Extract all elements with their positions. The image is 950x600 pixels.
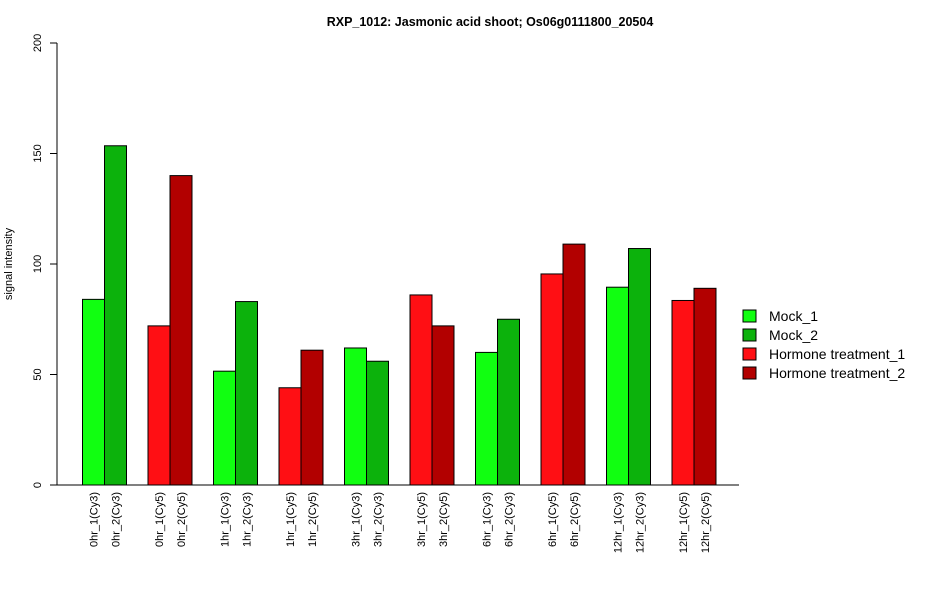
x-tick-label: 1hr_1(Cy3) bbox=[220, 492, 232, 547]
y-tick-label: 100 bbox=[32, 255, 44, 273]
x-tick-label: 12hr_2(Cy3) bbox=[635, 492, 647, 553]
y-tick-label: 150 bbox=[32, 144, 44, 162]
legend-label: Hormone treatment_1 bbox=[769, 346, 905, 362]
bar bbox=[235, 301, 258, 486]
x-axis-tick-labels: 0hr_1(Cy3) 0hr_2(Cy3) 0hr_1(Cy5) 0hr_2(Cy5)… bbox=[89, 492, 713, 553]
x-tick-label: 12hr_1(Cy3) bbox=[613, 492, 625, 553]
legend-swatch bbox=[742, 366, 757, 380]
legend-label: Mock_2 bbox=[769, 327, 818, 343]
bar bbox=[409, 294, 433, 486]
x-tick-label: 0hr_1(Cy5) bbox=[154, 492, 166, 547]
x-tick-label: 6hr_1(Cy5) bbox=[547, 492, 559, 547]
bar bbox=[169, 175, 193, 486]
x-tick-label: 6hr_2(Cy5) bbox=[569, 492, 581, 547]
bar bbox=[497, 318, 520, 486]
bar bbox=[562, 243, 586, 486]
x-tick-label: 3hr_1(Cy5) bbox=[416, 492, 428, 547]
legend-swatch bbox=[742, 347, 757, 361]
y-axis-label: signal intensity bbox=[3, 227, 15, 300]
x-tick-label: 3hr_2(Cy3) bbox=[373, 492, 385, 547]
bar bbox=[431, 325, 455, 486]
x-tick-label: 3hr_2(Cy5) bbox=[438, 492, 450, 547]
y-axis-ticks: 0 50 100 150 200 bbox=[32, 34, 57, 488]
x-tick-label: 1hr_1(Cy5) bbox=[285, 492, 297, 547]
bar bbox=[366, 360, 389, 486]
x-tick-label: 3hr_1(Cy3) bbox=[351, 492, 363, 547]
bar bbox=[540, 273, 564, 486]
x-tick-label: 6hr_1(Cy3) bbox=[482, 492, 494, 547]
bar bbox=[213, 370, 236, 486]
bar bbox=[82, 298, 105, 486]
bar bbox=[344, 347, 367, 486]
x-tick-label: 1hr_2(Cy5) bbox=[307, 492, 319, 547]
x-tick-label: 1hr_2(Cy3) bbox=[242, 492, 254, 547]
bar bbox=[606, 286, 629, 486]
bar bbox=[104, 145, 127, 486]
bar bbox=[671, 299, 695, 486]
y-tick-label: 200 bbox=[32, 34, 44, 52]
bar bbox=[147, 325, 171, 486]
x-tick-label: 12hr_1(Cy5) bbox=[678, 492, 690, 553]
x-tick-label: 6hr_2(Cy3) bbox=[504, 492, 516, 547]
bar bbox=[693, 287, 717, 486]
bars-group bbox=[82, 145, 717, 486]
x-tick-label: 12hr_2(Cy5) bbox=[700, 492, 712, 553]
legend-swatch bbox=[742, 328, 757, 342]
x-tick-label: 0hr_2(Cy3) bbox=[111, 492, 123, 547]
bar bbox=[475, 351, 498, 486]
bar bbox=[300, 349, 324, 486]
y-tick-label: 0 bbox=[32, 482, 44, 488]
legend: Mock_1 Mock_2 Hormone treatment_1 Hormone t… bbox=[742, 308, 905, 381]
legend-swatch bbox=[742, 309, 757, 323]
legend-label: Mock_1 bbox=[769, 308, 818, 324]
legend-label: Hormone treatment_2 bbox=[769, 365, 905, 381]
chart-title: RXP_1012: Jasmonic acid shoot; Os06g0111… bbox=[327, 15, 654, 29]
bar bbox=[628, 248, 651, 486]
x-tick-label: 0hr_2(Cy5) bbox=[176, 492, 188, 547]
y-tick-label: 50 bbox=[32, 368, 44, 380]
x-tick-label: 0hr_1(Cy3) bbox=[89, 492, 101, 547]
bar bbox=[278, 387, 302, 486]
